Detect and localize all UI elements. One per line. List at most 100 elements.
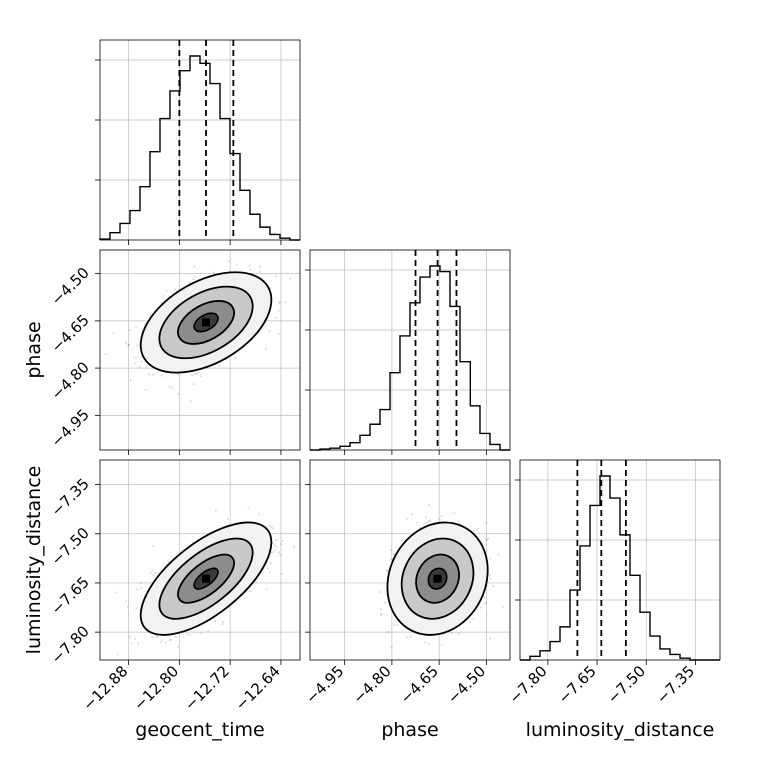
scatter-point	[406, 636, 409, 639]
scatter-point	[130, 642, 133, 645]
scatter-point	[277, 332, 280, 335]
scatter-point	[489, 578, 492, 581]
scatter-point	[227, 260, 231, 263]
scatter-point	[214, 619, 217, 622]
scatter-point	[409, 635, 412, 638]
scatter-geocent_time-phase-frame	[99, 249, 301, 451]
scatter-point	[278, 301, 281, 304]
scatter-point	[428, 504, 431, 507]
scatter-point	[234, 356, 237, 359]
scatter-point	[134, 356, 137, 359]
scatter-point	[135, 325, 138, 328]
x-tick-label: −7.35	[653, 662, 698, 707]
scatter-point	[226, 518, 229, 521]
scatter-point	[190, 374, 194, 377]
scatter-point	[161, 638, 164, 641]
density-peak	[202, 318, 211, 327]
scatter-point	[488, 574, 492, 577]
scatter-point	[199, 375, 203, 378]
scatter-point	[249, 268, 252, 271]
scatter-point	[127, 343, 130, 347]
scatter-point	[194, 275, 197, 278]
scatter-point	[487, 537, 490, 540]
x-axis-label-phase: phase	[381, 719, 438, 741]
scatter-point	[393, 623, 396, 626]
scatter-point	[385, 593, 388, 596]
scatter-point	[136, 642, 140, 645]
hist-luminosity_distance-frame	[519, 459, 721, 661]
scatter-point	[293, 545, 296, 548]
scatter-point	[152, 574, 155, 577]
histogram-geocent_time	[99, 55, 300, 241]
x-axis-label-luminosity-distance: luminosity_distance	[526, 719, 715, 741]
scatter-point	[112, 332, 115, 335]
scatter-point	[485, 602, 488, 605]
scatter-point	[155, 636, 159, 639]
scatter-point	[134, 637, 137, 640]
scatter-point	[258, 265, 262, 268]
scatter-point	[385, 569, 388, 572]
scatter-point	[406, 517, 409, 521]
scatter-point	[488, 637, 492, 640]
scatter-point	[196, 372, 199, 375]
scatter-point	[199, 632, 202, 635]
scatter-point	[275, 538, 278, 542]
scatter-point	[138, 365, 142, 369]
scatter-point	[192, 277, 195, 281]
scatter-point	[135, 588, 139, 591]
scatter-point	[128, 635, 131, 638]
scatter-point	[390, 558, 393, 561]
scatter-point	[274, 545, 278, 548]
scatter-point	[152, 544, 155, 548]
scatter-point	[265, 588, 268, 591]
scatter-point	[390, 549, 393, 552]
scatter-point	[387, 630, 390, 633]
scatter-point	[126, 605, 129, 609]
scatter-point	[247, 506, 250, 509]
histogram-phase	[310, 265, 510, 451]
scatter-point	[429, 519, 432, 522]
scatter-phase-luminosity_distance-frame	[309, 459, 511, 661]
scatter-point	[116, 653, 119, 656]
density-peak	[202, 574, 211, 583]
scatter-point	[165, 289, 168, 292]
scatter-point	[274, 316, 277, 320]
scatter-point	[280, 573, 283, 576]
scatter-point	[173, 288, 177, 291]
x-tick-label: −12.80	[130, 662, 182, 714]
x-tick-label: −12.64	[232, 662, 284, 714]
scatter-point	[258, 512, 261, 515]
scatter-point	[268, 330, 271, 333]
scatter-point	[169, 638, 172, 641]
scatter-point	[162, 295, 165, 298]
y-axis-label-phase: phase	[23, 321, 45, 378]
y-axis-label-luminosity-distance: luminosity_distance	[23, 466, 45, 655]
scatter-point	[279, 553, 282, 557]
scatter-point	[104, 353, 107, 356]
y-tick-label: −4.80	[48, 358, 93, 403]
x-tick-label: −4.95	[302, 662, 347, 707]
scatter-point	[273, 543, 276, 546]
scatter-point	[151, 373, 155, 376]
x-axis-label-geocent-time: geocent_time	[135, 719, 264, 741]
scatter-point	[145, 365, 148, 368]
scatter-point	[479, 606, 482, 609]
scatter-point	[147, 372, 151, 375]
scatter-point	[483, 595, 486, 599]
scatter-point	[386, 569, 389, 572]
scatter-point	[151, 569, 154, 572]
scatter-point	[484, 521, 487, 525]
scatter-point	[380, 612, 383, 616]
scatter-point	[425, 521, 429, 524]
scatter-point	[472, 529, 475, 532]
panel-geocent_time-phase	[104, 260, 292, 403]
scatter-point	[259, 270, 262, 273]
scatter-point	[501, 605, 504, 608]
scatter-point	[483, 601, 486, 605]
scatter-point	[154, 571, 157, 575]
scatter-point	[129, 379, 132, 382]
x-tick-label: −4.50	[444, 662, 489, 707]
scatter-point	[139, 582, 142, 585]
scatter-point	[168, 385, 171, 388]
